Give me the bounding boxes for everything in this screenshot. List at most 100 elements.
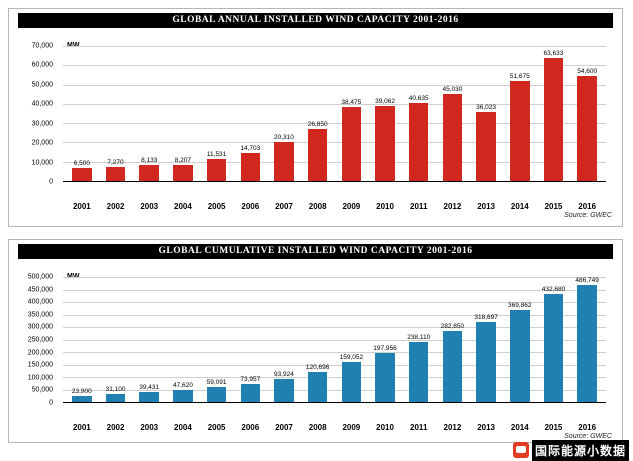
chart-title: GLOBAL CUMULATIVE INSTALLED WIND CAPACIT… [18,244,613,259]
gridline [63,364,606,366]
bar-value-label: 63,633 [543,50,564,58]
bar [206,387,227,402]
bar-value-label: 39,062 [375,97,395,105]
bar-slot: 6,500 [65,46,99,181]
x-tick-label: 2016 [578,423,597,432]
x-tick-label: 2008 [308,423,327,432]
gridline [63,289,606,291]
y-tick-label: 10,000 [31,159,53,167]
gridline [63,339,606,341]
x-tick-label: 2015 [544,202,563,211]
bar [375,105,395,181]
x-tick-label: 2007 [275,202,293,211]
x-tick-label: 2015 [544,423,563,432]
x-tick-label: 2006 [241,423,260,432]
bar-slot: 11,531 [200,46,234,181]
plot: 23,900 31,100 39,431 47,620 59,091 73,957 93,9… [63,277,606,403]
bar-value-label: 14,703 [240,144,261,152]
gridline [63,277,606,278]
bar [341,362,362,402]
bar [173,390,193,402]
bar-value-label: 432,680 [541,285,566,293]
bar [139,392,159,402]
bar [476,322,496,402]
gridline [63,377,606,378]
gridlines [63,46,606,181]
bar-value-label: 6,500 [73,160,90,168]
x-axis: 2001 2002 2003 2004 2005 2006 2007 2008 2009 2010… [63,423,606,432]
bar-value-label: 318,697 [474,314,498,322]
cumulative-capacity-chart: GLOBAL CUMULATIVE INSTALLED WIND CAPACIT… [8,239,623,443]
bar-value-label: 159,052 [339,354,364,362]
bar-value-label: 73,957 [240,375,261,383]
chart-title: GLOBAL ANNUAL INSTALLED WIND CAPACITY 20… [18,13,613,28]
bar [274,378,294,402]
bar-value-label: 23,900 [71,388,92,396]
bar-value-label: 369,862 [508,301,532,309]
y-axis: 0 50,000 100,000 150,000 200,000 250,000 300,0… [17,273,57,407]
bar-slot: 47,620 [166,277,200,402]
y-tick-label: 0 [49,178,53,186]
y-tick-label: 150,000 [27,361,53,369]
bar [476,111,496,181]
bar-value-label: 51,675 [509,73,530,81]
x-tick-label: 2001 [72,202,91,211]
bar-slot: 159,052 [335,277,369,402]
bar-slot: 38,475 [335,46,369,181]
gridline [63,123,606,125]
x-tick-label: 2004 [174,423,192,432]
bar-slot: 54,600 [570,46,604,181]
bar-value-label: 282,850 [440,323,465,331]
gridline [63,142,606,144]
bar-value-label: 26,850 [307,121,328,129]
y-tick-label: 250,000 [27,336,53,344]
bar-value-label: 93,924 [274,370,294,378]
x-tick-label: 2012 [443,423,462,432]
bar [72,168,92,181]
x-tick-label: 2011 [410,423,428,432]
bar [577,285,597,402]
bars: 6,500 7,270 8,133 8,207 11,531 14,703 20,310 26… [63,46,606,181]
bar [510,309,530,402]
bar [577,75,597,181]
y-tick-label: 60,000 [31,61,53,69]
bar-value-label: 8,207 [174,157,192,165]
bar-value-label: 45,030 [442,86,463,94]
y-tick-label: 100,000 [27,374,53,382]
gridlines [63,277,606,402]
bar-value-label: 238,110 [407,334,431,342]
bar-slot: 39,431 [132,277,166,402]
bar-slot: 318,697 [469,277,503,402]
bar-slot: 45,030 [436,46,470,181]
bar [240,152,261,181]
y-tick-label: 0 [49,399,53,407]
bar-value-label: 486,749 [575,277,599,284]
chart-plot-area: 0 10,000 20,000 30,000 40,000 50,000 60,000 70,… [17,33,612,201]
y-axis-unit-label: MW [67,273,80,281]
y-tick-label: 500,000 [27,273,53,281]
watermark: 国际能源小数据 [512,439,629,461]
x-tick-label: 2010 [376,202,394,211]
x-tick-label: 2005 [207,423,226,432]
bar [543,293,564,402]
bar [139,165,159,181]
x-tick-label: 2002 [106,423,125,432]
bar [307,371,328,402]
x-tick-label: 2009 [342,423,361,432]
gridline [63,46,606,47]
bar [510,81,530,181]
x-tick-label: 2004 [174,202,192,211]
bar-value-label: 39,431 [139,384,160,392]
plot: 6,500 7,270 8,133 8,207 11,531 14,703 20,310 26… [63,46,606,182]
bar-slot: 432,680 [537,277,571,402]
bar-slot: 369,862 [503,277,537,402]
bar [105,166,126,181]
x-tick-label: 2010 [376,423,394,432]
bar [442,94,463,181]
gridline [63,327,606,328]
y-tick-label: 450,000 [27,286,53,294]
x-tick-label: 2011 [410,202,428,211]
y-tick-label: 350,000 [27,311,53,319]
gridline [63,302,606,303]
chart-source: Source: GWEC [564,212,612,219]
